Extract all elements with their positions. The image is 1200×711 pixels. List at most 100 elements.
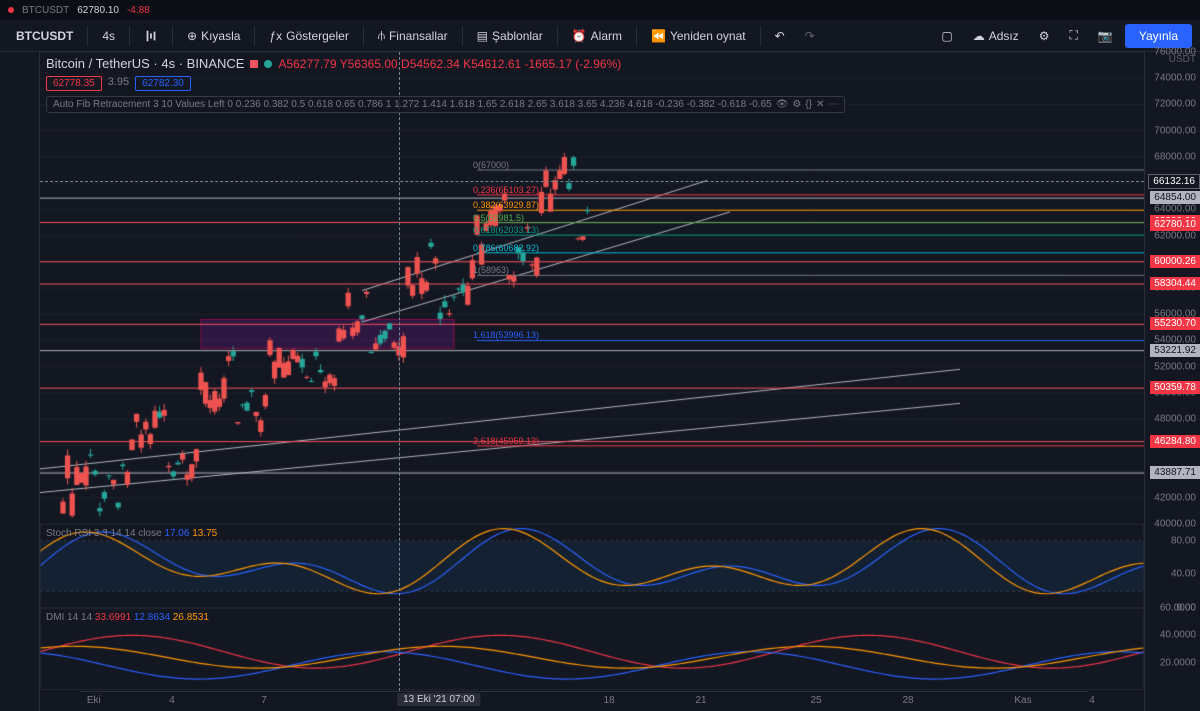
dmi-ytick: 40.0000 — [1160, 630, 1196, 641]
y-tick: 42000.00 — [1154, 492, 1196, 503]
indicators-button[interactable]: ƒxGöstergeler — [261, 25, 356, 47]
price-tag: 58304.44 — [1150, 277, 1200, 290]
cloud-unnamed[interactable]: ☁Adsız — [965, 25, 1027, 47]
undo-button[interactable]: ↶ — [767, 25, 793, 47]
y-axis: USDT 76000.0074000.0072000.0070000.00680… — [1144, 52, 1200, 711]
dmi-ytick: 60.0000 — [1160, 603, 1196, 614]
y-tick: 76000.00 — [1154, 47, 1196, 58]
drawing-toolbar[interactable] — [0, 52, 40, 711]
y-tick: 70000.00 — [1154, 125, 1196, 136]
fib-level-label: 1.618(53996.13) — [473, 330, 539, 340]
unnamed-label: Adsız — [989, 29, 1019, 43]
price-tag: 50359.78 — [1150, 381, 1200, 394]
redo-button[interactable]: ↷ — [797, 25, 823, 47]
fib-level-label: 2.618(45959.13) — [473, 436, 539, 446]
tab-dot — [8, 7, 14, 13]
fib-level-label: 0.236(65103.27) — [473, 185, 539, 195]
ask-badge: 62782.30 — [135, 76, 191, 91]
bid-badge: 62778.35 — [46, 76, 102, 91]
x-axis: Eki471118212528Kas4813 Eki '21 07:00 — [80, 691, 1088, 711]
spread: 3.95 — [108, 76, 129, 91]
y-tick: 74000.00 — [1154, 73, 1196, 84]
fib-level-label: 0.786(60682.92) — [473, 243, 539, 253]
y-tick: 72000.00 — [1154, 99, 1196, 110]
replay-button[interactable]: ⏪ Yeniden oynat — [643, 25, 754, 47]
ohlc-k: 54612.61 — [471, 57, 521, 71]
templates-button[interactable]: ▤ Şablonlar — [469, 25, 551, 47]
fx-icon: ƒx — [269, 29, 282, 43]
y-tick: 68000.00 — [1154, 151, 1196, 162]
price-tag: 66132.16 — [1148, 174, 1200, 189]
fib-level-label: 0.382(63929.87) — [473, 200, 539, 210]
more-icon[interactable]: ⋯ — [828, 99, 838, 110]
y-tick: 52000.00 — [1154, 361, 1196, 372]
templates-label: Şablonlar — [492, 29, 543, 43]
x-tick: 25 — [810, 695, 821, 706]
x-tick: 18 — [603, 695, 614, 706]
template-icon: ▤ — [477, 29, 488, 43]
eye-icon[interactable]: 👁 — [776, 99, 789, 110]
ohlc-chg: -1665.17 — [525, 57, 572, 71]
dmi-ytick: 20.0000 — [1160, 657, 1196, 668]
y-tick: 40000.00 — [1154, 519, 1196, 530]
tab-price: 62780.10 — [77, 5, 119, 16]
clock-icon: ⏰ — [572, 29, 587, 43]
fullscreen-icon[interactable]: ⛶ — [1062, 24, 1086, 47]
ohlc-a: 56277.79 — [286, 57, 336, 71]
layout-icon[interactable]: ▢ — [933, 25, 960, 47]
compare-label: Kıyasla — [201, 29, 240, 43]
gear-icon[interactable]: ⚙ — [1031, 25, 1058, 47]
candles-icon[interactable] — [136, 25, 166, 47]
fib-label: Auto Fib Retracement 3 10 Values Left 0 … — [53, 99, 772, 110]
tab-change: -4.88 — [127, 5, 150, 16]
price-tag: 46284.80 — [1150, 435, 1200, 448]
x-tick: 21 — [695, 695, 706, 706]
chart-main[interactable]: Bitcoin / TetherUS · 4s · BINANCE A56277… — [40, 52, 1144, 711]
symbol-picker[interactable]: BTCUSDT — [8, 25, 81, 47]
publish-button[interactable]: Yayınla — [1125, 24, 1192, 48]
ohlc-d: 54562.34 — [410, 57, 460, 71]
price-tag: 64854.00 — [1150, 191, 1200, 204]
ohlc-chgpct: (-2.96%) — [575, 57, 621, 71]
stochrsi-label: Stoch RSI 3 3 14 14 close 17.06 13.75 — [46, 528, 217, 539]
chart-header: Bitcoin / TetherUS · 4s · BINANCE A56277… — [46, 56, 621, 71]
price-tag: 43887.71 — [1150, 466, 1200, 479]
y-tick: 64000.00 — [1154, 204, 1196, 215]
fib-level-label: 0(67000) — [473, 160, 509, 170]
x-tick: 4 — [1089, 695, 1095, 706]
x-tick: 7 — [261, 695, 267, 706]
fib-indicator-row[interactable]: Auto Fib Retracement 3 10 Values Left 0 … — [46, 96, 845, 113]
fib-level-label: 0.618(62033.13) — [473, 225, 539, 235]
interval-picker[interactable]: 4s — [94, 25, 123, 47]
rewind-icon: ⏪ — [651, 29, 666, 43]
price-tag: 55230.70 — [1150, 317, 1200, 330]
price-tag: 60000.26 — [1150, 255, 1200, 268]
rsi-ytick: 80.00 — [1171, 535, 1196, 546]
exchange-dot — [250, 60, 258, 68]
replay-label: Yeniden oynat — [670, 29, 746, 43]
settings-icon[interactable]: ⚙ — [792, 99, 801, 110]
rsi-ytick: 40.00 — [1171, 569, 1196, 580]
browser-tab: BTCUSDT 62780.10 -4.88 — [0, 0, 1200, 20]
price-tag: 62780.10 — [1150, 218, 1200, 231]
compare-button[interactable]: ⊕ Kıyasla — [179, 25, 248, 47]
plus-circle-icon: ⊕ — [187, 29, 197, 43]
y-tick: 48000.00 — [1154, 414, 1196, 425]
braces-icon[interactable]: {} — [805, 99, 812, 110]
dmi-label: DMI 14 14 33.6991 12.8634 26.8531 — [46, 612, 209, 623]
camera-icon[interactable]: 📷 — [1090, 25, 1121, 47]
y-tick: 62000.00 — [1154, 230, 1196, 241]
close-icon[interactable]: ✕ — [816, 99, 824, 110]
top-toolbar: BTCUSDT 4s ⊕ Kıyasla ƒxGöstergeler ⫛Finan… — [0, 20, 1200, 52]
financials-button[interactable]: ⫛Finansallar — [370, 24, 456, 47]
ohlc-y: 56365.00 — [348, 57, 398, 71]
x-tick: 4 — [169, 695, 175, 706]
price-canvas[interactable] — [40, 52, 1144, 524]
ohlc-group: A56277.79 Y56365.00 D54562.34 K54612.61 … — [278, 57, 621, 71]
fib-level-label: 1(58963) — [473, 265, 509, 275]
alarm-label: Alarm — [591, 29, 622, 43]
alarm-button[interactable]: ⏰ Alarm — [564, 25, 630, 47]
bars-icon: ⫛ — [378, 28, 385, 43]
tab-symbol: BTCUSDT — [22, 5, 69, 16]
bid-ask-row: 62778.35 3.95 62782.30 — [46, 76, 191, 91]
